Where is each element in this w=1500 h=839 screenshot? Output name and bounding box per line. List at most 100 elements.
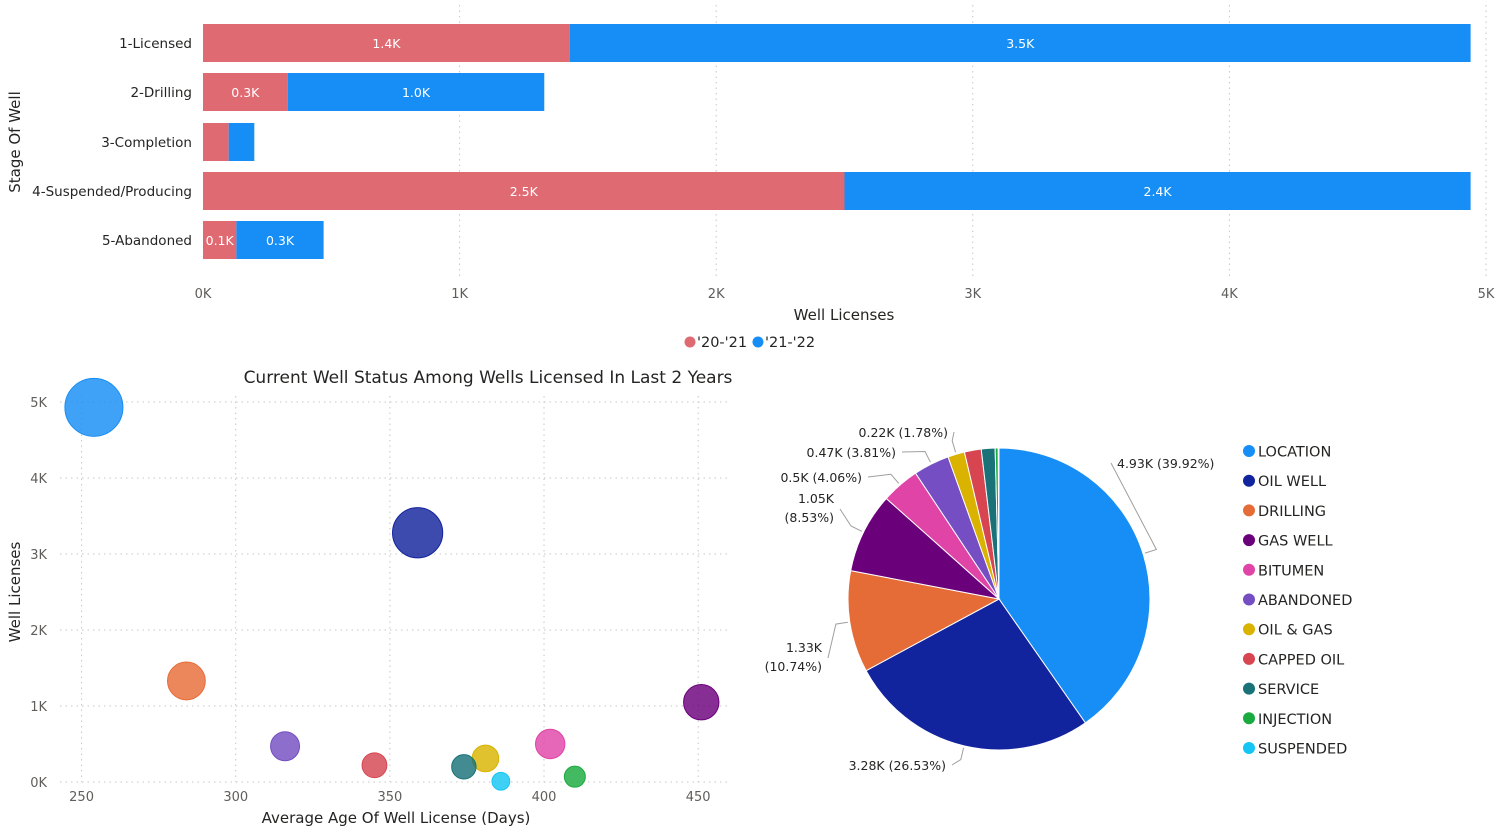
pie-data-label: 3.28K (26.53%)	[849, 758, 946, 773]
pie-leader-line	[827, 621, 848, 659]
pie-legend-marker	[1243, 623, 1255, 636]
pie-legend-label: LOCATION	[1258, 445, 1331, 461]
scatter-x-tick-label: 450	[686, 790, 711, 805]
bar-data-label: 1.0K	[402, 85, 431, 100]
pie-legend-label: INJECTION	[1258, 712, 1332, 728]
bar-data-label: 0.1K	[206, 233, 235, 248]
bar-segment-20-21	[203, 24, 570, 62]
pie-slice-oil-well	[865, 598, 1087, 751]
pie-legend-label: ABANDONED	[1258, 593, 1352, 609]
pie-slice-drilling	[847, 570, 1001, 672]
bar-legend-label: '20-'21	[697, 335, 747, 351]
scatter-y-tick-label: 2K	[30, 624, 47, 639]
pie-legend-label: OIL WELL	[1258, 474, 1326, 490]
scatter-y-axis-title: Well Licenses	[6, 541, 24, 642]
scatter-x-tick-label: 300	[223, 790, 248, 805]
pie-legend-marker	[1243, 474, 1255, 487]
scatter-bubble-bitumen	[534, 728, 566, 760]
pie-legend-marker	[1243, 534, 1255, 547]
pie-legend-marker	[1243, 742, 1255, 754]
bar-data-label: 2.5K	[510, 184, 539, 199]
pie-leader-line	[951, 431, 957, 453]
bar-x-tick-label: 4K	[1221, 287, 1238, 302]
bar-category-label: 5-Abandoned	[102, 233, 192, 249]
pie-legend-label: OIL & GAS	[1258, 623, 1333, 639]
well-status-pie-chart: 4.93K (39.92%) 3.28K (26.53%) 1.33K (10.74%…	[765, 425, 1353, 773]
pie-legend-marker	[1243, 712, 1255, 725]
bar-x-tick-label: 5K	[1478, 287, 1495, 302]
pie-leader-line	[839, 508, 863, 532]
bar-x-tick-label: 0K	[195, 287, 212, 302]
pie-data-label-percent: (8.53%)	[785, 510, 834, 525]
bar-data-label: 1.4K	[372, 36, 401, 51]
bar-category-label: 2-Drilling	[130, 85, 192, 101]
scatter-y-tick-label: 5K	[30, 396, 47, 411]
bar-data-label: 3.5K	[1006, 36, 1035, 51]
bar-category-label: 3-Completion	[101, 135, 192, 151]
pie-legend-label: SUSPENDED	[1258, 742, 1347, 758]
scatter-y-tick-label: 4K	[30, 472, 47, 487]
scatter-bubble-service	[451, 754, 477, 780]
scatter-y-tick-label: 1K	[30, 700, 47, 715]
bar-y-axis-title: Stage Of Well	[6, 91, 24, 192]
pie-legend-marker	[1243, 445, 1255, 457]
pie-legend-label: DRILLING	[1258, 504, 1326, 520]
bar-segment-21-22	[236, 221, 324, 259]
bar-segment-21-22	[287, 73, 545, 111]
scatter-bubble-oil-well	[392, 507, 444, 559]
pie-leader-line	[901, 450, 931, 463]
scatter-bubble-drilling	[167, 661, 206, 701]
scatter-x-tick-label: 400	[532, 790, 557, 805]
bar-x-axis-title: Well Licenses	[794, 306, 895, 324]
pie-legend-marker	[1243, 682, 1255, 695]
scatter-bubble-injection	[563, 765, 586, 788]
pie-leader-line	[1110, 462, 1158, 554]
pie-leader-line	[951, 747, 965, 766]
scatter-bubble-capped-oil	[361, 752, 388, 779]
pie-slice-location	[998, 447, 1151, 724]
pie-legend-label: BITUMEN	[1258, 563, 1324, 579]
bar-segment-20-21	[203, 123, 229, 161]
well-status-scatter-chart: 0K 1K 2K 3K 4K 5K 250 300 350 400 450 Current Well …	[6, 368, 733, 827]
pie-data-label-value: 1.05K	[798, 491, 835, 506]
bar-category-label: 4-Suspended/Producing	[32, 184, 192, 200]
bar-segment-20-21	[203, 73, 288, 111]
pie-data-label-percent: (10.74%)	[765, 659, 822, 674]
scatter-bubble-abandoned	[270, 731, 301, 762]
bar-data-label: 0.3K	[231, 85, 260, 100]
bar-legend-label: '21-'22	[765, 335, 815, 351]
scatter-x-axis-title: Average Age Of Well License (Days)	[262, 809, 531, 827]
bar-segment-20-21	[203, 172, 845, 210]
bar-category-label: 1-Licensed	[119, 36, 192, 52]
bar-segment-21-22	[844, 172, 1471, 210]
pie-legend-label: CAPPED OIL	[1258, 652, 1344, 668]
scatter-bubble-location	[64, 377, 124, 437]
pie-legend-label: SERVICE	[1258, 682, 1319, 698]
scatter-x-tick-label: 250	[69, 790, 94, 805]
scatter-title: Current Well Status Among Wells Licensed…	[244, 368, 733, 388]
scatter-y-tick-label: 0K	[30, 776, 47, 791]
pie-data-label: 0.47K (3.81%)	[807, 445, 896, 460]
pie-legend-label: GAS WELL	[1258, 534, 1333, 550]
scatter-y-tick-label: 3K	[30, 548, 47, 563]
bar-segment-21-22	[228, 123, 255, 161]
bar-x-tick-label: 1K	[451, 287, 468, 302]
bar-segment-21-22	[569, 24, 1471, 62]
scatter-bubble-suspended	[491, 771, 511, 791]
pie-legend-marker	[1243, 504, 1255, 517]
pie-slice-suspended	[997, 447, 1000, 600]
bar-x-tick-label: 3K	[964, 287, 981, 302]
scatter-bubble-gas-well	[683, 684, 720, 721]
pie-data-label: 0.5K (4.06%)	[780, 470, 862, 485]
bar-data-label: 0.3K	[266, 233, 295, 248]
pie-leader-line	[867, 473, 900, 484]
pie-data-label: 4.93K (39.92%)	[1117, 456, 1214, 471]
bar-data-label: 2.4K	[1144, 184, 1173, 199]
pie-legend-marker	[1243, 652, 1255, 665]
bar-x-tick-label: 2K	[708, 287, 725, 302]
pie-data-label-value: 1.33K	[786, 640, 823, 655]
pie-legend-marker	[1243, 563, 1255, 576]
pie-legend-marker	[1243, 593, 1255, 606]
bar-legend-marker	[752, 336, 764, 348]
scatter-x-tick-label: 350	[377, 790, 402, 805]
